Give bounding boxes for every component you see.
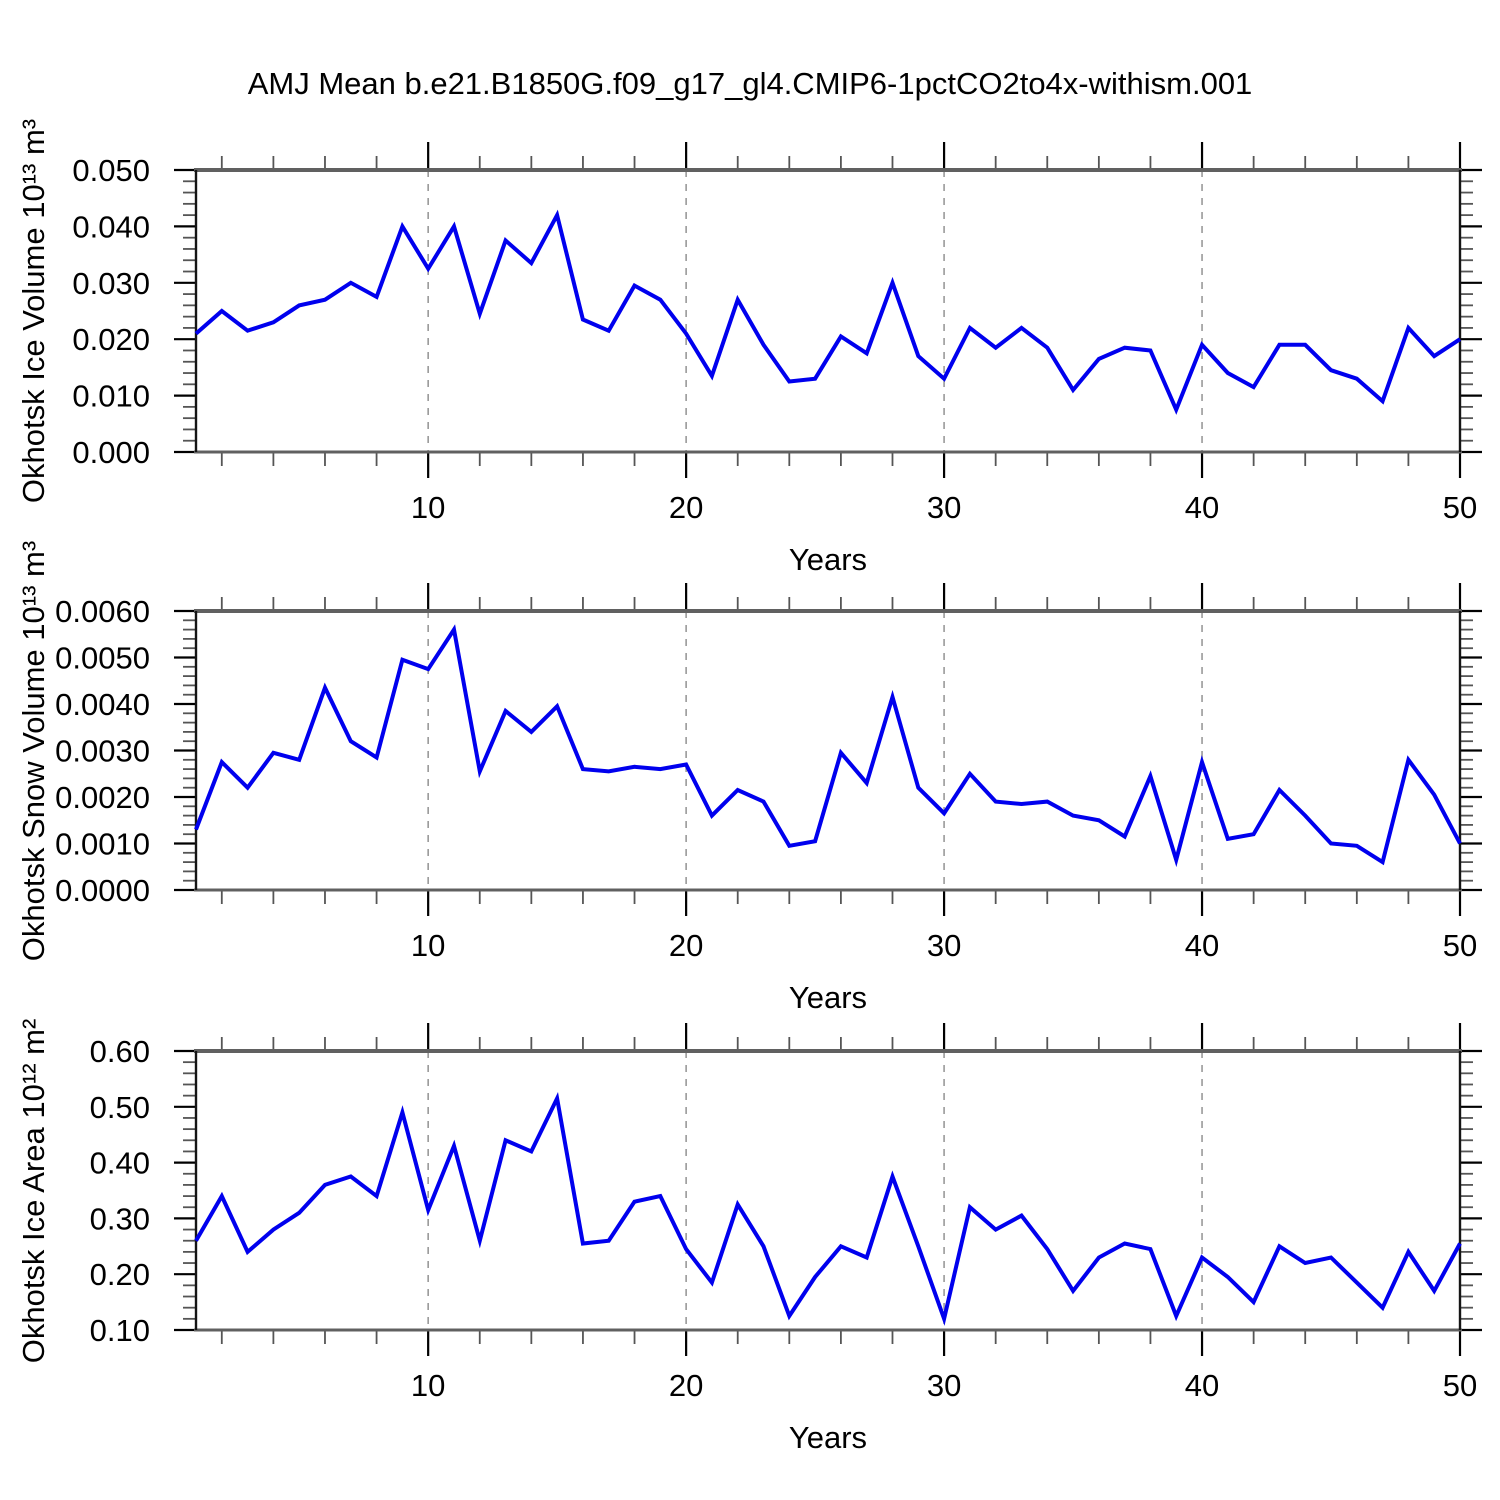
svg-text:0.0060: 0.0060 <box>55 594 150 629</box>
y-tick-labels: 0.000 0.010 0.020 0.030 0.040 0.050 <box>72 153 150 470</box>
svg-text:0.20: 0.20 <box>90 1257 150 1292</box>
panel-okhotsk-ice-area: 0.10 0.20 0.30 0.40 0.50 0.60 10 20 30 40 50 <box>90 1023 1482 1403</box>
decade-gridlines <box>427 611 1203 890</box>
svg-text:0.020: 0.020 <box>72 322 150 357</box>
svg-text:0.0030: 0.0030 <box>55 734 150 769</box>
axis-ticks <box>174 1023 1482 1356</box>
svg-text:40: 40 <box>1185 928 1219 963</box>
svg-text:50: 50 <box>1443 490 1477 525</box>
decade-gridlines <box>427 170 1203 452</box>
svg-text:20: 20 <box>669 928 703 963</box>
axis-ticks <box>174 142 1482 478</box>
axis-ticks <box>174 583 1482 916</box>
svg-text:0.40: 0.40 <box>90 1146 150 1181</box>
decade-gridlines <box>427 1051 1203 1330</box>
svg-text:40: 40 <box>1185 490 1219 525</box>
svg-text:20: 20 <box>669 490 703 525</box>
svg-text:50: 50 <box>1443 1368 1477 1403</box>
data-line-okhotsk-snow-volume <box>194 624 1462 868</box>
svg-text:0.010: 0.010 <box>72 379 150 414</box>
svg-text:20: 20 <box>669 1368 703 1403</box>
svg-text:30: 30 <box>927 490 961 525</box>
panel-okhotsk-ice-volume: 0.000 0.010 0.020 0.030 0.040 0.050 10 20 30 40 50 <box>72 142 1482 525</box>
svg-text:10: 10 <box>411 1368 445 1403</box>
y-tick-labels: 0.0000 0.0010 0.0020 0.0030 0.0040 0.0050 0.00… <box>55 594 150 908</box>
svg-text:0.50: 0.50 <box>90 1090 150 1125</box>
svg-text:30: 30 <box>927 928 961 963</box>
svg-text:0.030: 0.030 <box>72 266 150 301</box>
x-axis-title-panel3: Years <box>788 1420 868 1455</box>
svg-text:0.60: 0.60 <box>90 1034 150 1069</box>
y-axis-title-ice-area: Okhotsk Ice Area 10¹² m² <box>16 1018 51 1363</box>
x-axis-title-panel2: Years <box>788 980 868 1015</box>
svg-text:0.0020: 0.0020 <box>55 780 150 815</box>
plot-frame <box>194 168 1462 454</box>
svg-text:50: 50 <box>1443 928 1477 963</box>
svg-text:0.0050: 0.0050 <box>55 641 150 676</box>
data-line-okhotsk-ice-area <box>194 1091 1462 1326</box>
svg-text:0.040: 0.040 <box>72 209 150 244</box>
svg-text:0.050: 0.050 <box>72 153 150 188</box>
plot-frame <box>194 1049 1462 1332</box>
svg-text:0.10: 0.10 <box>90 1313 150 1348</box>
svg-text:10: 10 <box>411 490 445 525</box>
x-tick-labels: 10 20 30 40 50 <box>411 928 1477 963</box>
svg-text:0.0040: 0.0040 <box>55 687 150 722</box>
svg-text:0.30: 0.30 <box>90 1201 150 1236</box>
panel-okhotsk-snow-volume: 0.0000 0.0010 0.0020 0.0030 0.0040 0.0050 0.00… <box>55 583 1482 963</box>
svg-text:0.0010: 0.0010 <box>55 827 150 862</box>
svg-text:0.000: 0.000 <box>72 435 150 470</box>
x-tick-labels: 10 20 30 40 50 <box>411 490 1477 525</box>
y-tick-labels: 0.10 0.20 0.30 0.40 0.50 0.60 <box>90 1034 150 1348</box>
svg-text:0.0000: 0.0000 <box>55 873 150 908</box>
plot-frame <box>194 609 1462 892</box>
x-tick-labels: 10 20 30 40 50 <box>411 1368 1477 1403</box>
svg-text:40: 40 <box>1185 1368 1219 1403</box>
data-line-okhotsk-ice-volume <box>194 209 1462 415</box>
x-axis-title-panel1: Years <box>788 542 868 577</box>
svg-text:30: 30 <box>927 1368 961 1403</box>
chart-title: AMJ Mean b.e21.B1850G.f09_g17_gl4.CMIP6-… <box>247 66 1253 101</box>
svg-text:10: 10 <box>411 928 445 963</box>
